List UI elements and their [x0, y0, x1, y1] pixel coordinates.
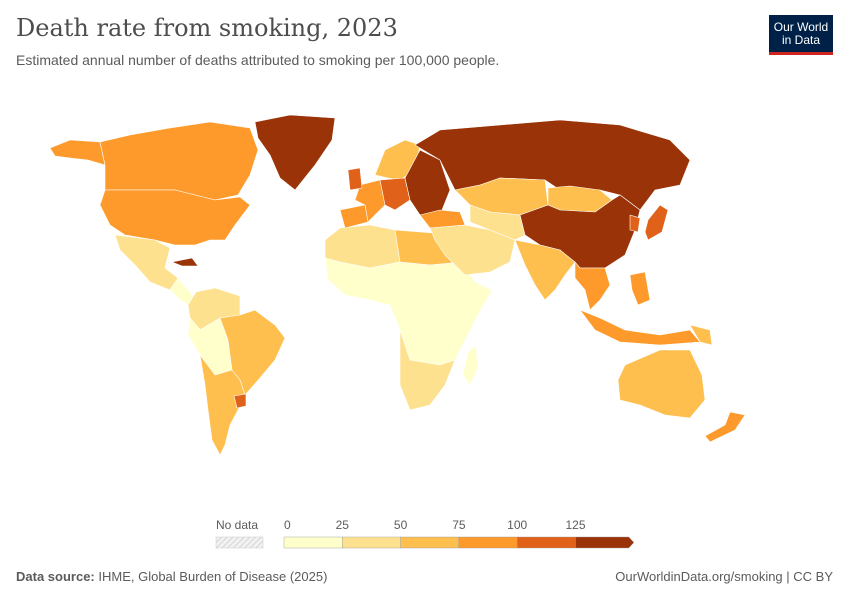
- region-australia[interactable]: [617, 349, 706, 419]
- legend-bin-50-75[interactable]: [400, 536, 460, 549]
- region-southern-africa[interactable]: [399, 329, 456, 411]
- region-korea[interactable]: [629, 214, 641, 233]
- region-argentina-chile[interactable]: [199, 354, 246, 456]
- region-indonesia[interactable]: [579, 309, 701, 346]
- region-madagascar[interactable]: [462, 344, 479, 386]
- region-iberia[interactable]: [339, 204, 369, 229]
- region-eastern-europe[interactable]: [404, 149, 451, 216]
- region-new-zealand[interactable]: [704, 411, 746, 443]
- region-central-asia[interactable]: [469, 204, 526, 241]
- region-philippines[interactable]: [629, 271, 651, 306]
- data-source-text: IHME, Global Burden of Disease (2025): [98, 569, 328, 584]
- region-india[interactable]: [514, 239, 576, 301]
- legend: No data 0 25 50 75 100 125: [215, 518, 635, 549]
- region-uk[interactable]: [347, 167, 363, 191]
- legend-bin-25-50[interactable]: [342, 536, 401, 549]
- region-southeast-asia[interactable]: [574, 261, 611, 311]
- region-png[interactable]: [689, 324, 713, 346]
- owid-logo[interactable]: Our World in Data: [769, 15, 833, 55]
- region-uruguay[interactable]: [233, 393, 247, 409]
- legend-no-data-label: No data: [216, 518, 258, 532]
- legend-bin-75-100[interactable]: [458, 536, 518, 549]
- page-subtitle: Estimated annual number of deaths attrib…: [16, 52, 500, 68]
- region-japan[interactable]: [644, 204, 669, 241]
- data-source-label: Data source:: [16, 569, 95, 584]
- legend-tick-label: 100: [507, 518, 527, 532]
- region-middle-east[interactable]: [429, 224, 516, 276]
- region-usa[interactable]: [99, 189, 251, 246]
- legend-tick-label: 75: [452, 518, 466, 532]
- legend-tick-label: 50: [394, 518, 408, 532]
- legend-tick-label: 25: [336, 518, 350, 532]
- legend-bin-100-125[interactable]: [517, 536, 576, 549]
- region-canada[interactable]: [99, 121, 259, 201]
- region-sub-saharan-africa[interactable]: [324, 257, 493, 366]
- legend-tick-label: 0: [284, 518, 291, 532]
- legend-no-data-swatch: [215, 536, 264, 549]
- legend-bin-0-25[interactable]: [283, 536, 343, 549]
- region-central-europe[interactable]: [379, 177, 411, 211]
- region-greenland[interactable]: [254, 114, 336, 191]
- legend-tick-label: 125: [565, 518, 585, 532]
- legend-bin-125+[interactable]: [575, 536, 635, 549]
- data-source: Data source: IHME, Global Burden of Dise…: [16, 569, 327, 584]
- region-brazil[interactable]: [219, 309, 286, 396]
- page-title: Death rate from smoking, 2023: [16, 14, 398, 42]
- region-turkey[interactable]: [419, 209, 466, 229]
- source-link[interactable]: OurWorldinData.org/smoking | CC BY: [615, 569, 833, 584]
- region-cuba[interactable]: [171, 257, 199, 267]
- region-alaska[interactable]: [49, 139, 106, 166]
